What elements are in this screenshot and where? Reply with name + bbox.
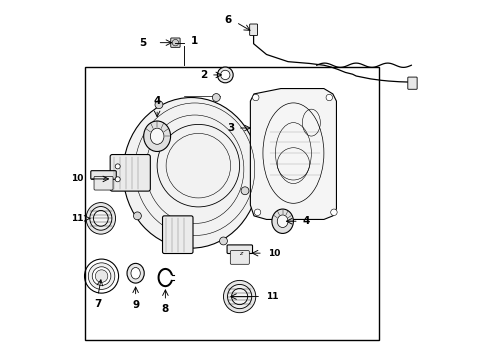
Circle shape <box>133 212 141 220</box>
Ellipse shape <box>232 288 247 305</box>
Text: 10: 10 <box>268 249 280 258</box>
Text: 4: 4 <box>302 216 310 226</box>
Circle shape <box>218 67 233 83</box>
Text: 4: 4 <box>153 96 161 106</box>
Circle shape <box>220 70 230 80</box>
Ellipse shape <box>127 264 144 283</box>
Ellipse shape <box>223 280 256 313</box>
Text: 10: 10 <box>71 175 84 184</box>
Text: 5: 5 <box>139 38 147 48</box>
Text: 3: 3 <box>227 123 234 133</box>
Ellipse shape <box>131 267 140 279</box>
Circle shape <box>212 94 220 102</box>
Circle shape <box>155 101 163 109</box>
Ellipse shape <box>172 40 179 46</box>
Ellipse shape <box>227 284 252 309</box>
Circle shape <box>326 94 333 101</box>
Ellipse shape <box>95 270 108 282</box>
Text: 9: 9 <box>132 300 139 310</box>
FancyBboxPatch shape <box>110 154 150 191</box>
FancyBboxPatch shape <box>227 245 252 253</box>
Ellipse shape <box>272 209 294 233</box>
FancyBboxPatch shape <box>94 176 113 190</box>
Text: 11: 11 <box>71 214 84 223</box>
Text: 7: 7 <box>94 300 101 309</box>
Circle shape <box>115 177 120 182</box>
Text: 2: 2 <box>200 70 207 80</box>
Ellipse shape <box>277 215 288 228</box>
FancyBboxPatch shape <box>408 77 417 89</box>
Ellipse shape <box>86 203 116 234</box>
Ellipse shape <box>150 128 164 144</box>
FancyBboxPatch shape <box>171 38 180 47</box>
Text: 8: 8 <box>162 305 169 314</box>
Circle shape <box>241 187 249 195</box>
Text: 1: 1 <box>191 36 198 46</box>
Ellipse shape <box>88 263 115 289</box>
FancyBboxPatch shape <box>230 251 249 264</box>
Ellipse shape <box>94 211 108 226</box>
Circle shape <box>130 154 138 162</box>
Circle shape <box>331 209 337 216</box>
Text: 6: 6 <box>224 15 231 26</box>
Circle shape <box>252 94 259 101</box>
Text: z: z <box>239 251 242 256</box>
Text: 11: 11 <box>266 292 278 301</box>
Text: z: z <box>102 176 106 181</box>
Ellipse shape <box>92 267 111 285</box>
Ellipse shape <box>144 121 171 152</box>
FancyBboxPatch shape <box>91 171 116 179</box>
FancyBboxPatch shape <box>250 24 258 36</box>
Circle shape <box>220 237 227 245</box>
Bar <box>85 67 379 339</box>
Polygon shape <box>250 89 337 220</box>
Circle shape <box>254 209 261 216</box>
Ellipse shape <box>123 98 259 248</box>
Ellipse shape <box>90 207 112 230</box>
Circle shape <box>173 240 181 248</box>
FancyBboxPatch shape <box>163 216 193 253</box>
Circle shape <box>115 164 120 169</box>
